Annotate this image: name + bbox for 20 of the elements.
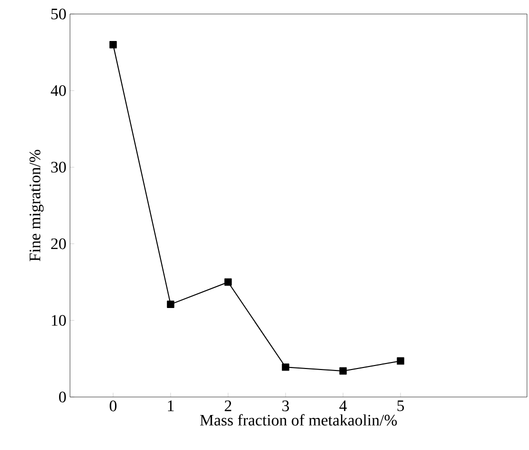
y-tick-label: 20 — [51, 238, 66, 250]
y-tick-label: 30 — [51, 162, 66, 173]
x-tick-label: 1 — [168, 400, 174, 412]
x-axis-title: Mass fraction of metakaolin/% — [200, 414, 397, 426]
y-tick-label: 10 — [52, 315, 66, 326]
x-tick-label: 0 — [110, 400, 117, 412]
point — [166, 300, 174, 308]
point — [339, 367, 347, 375]
x-tick-label: 2 — [224, 400, 232, 412]
y-axis-title: Fine migration/% — [30, 150, 44, 262]
point — [396, 357, 404, 365]
point — [109, 40, 117, 48]
point — [224, 278, 232, 286]
x-tick-label: 3 — [282, 400, 289, 412]
x-tick-label: 5 — [397, 400, 404, 412]
point — [282, 363, 290, 371]
y-tick-label: 50 — [51, 8, 66, 20]
x-tick-label: 4 — [339, 400, 347, 412]
y-tick-label: 0 — [59, 392, 66, 402]
y-tick-label: 40 — [50, 85, 66, 96]
